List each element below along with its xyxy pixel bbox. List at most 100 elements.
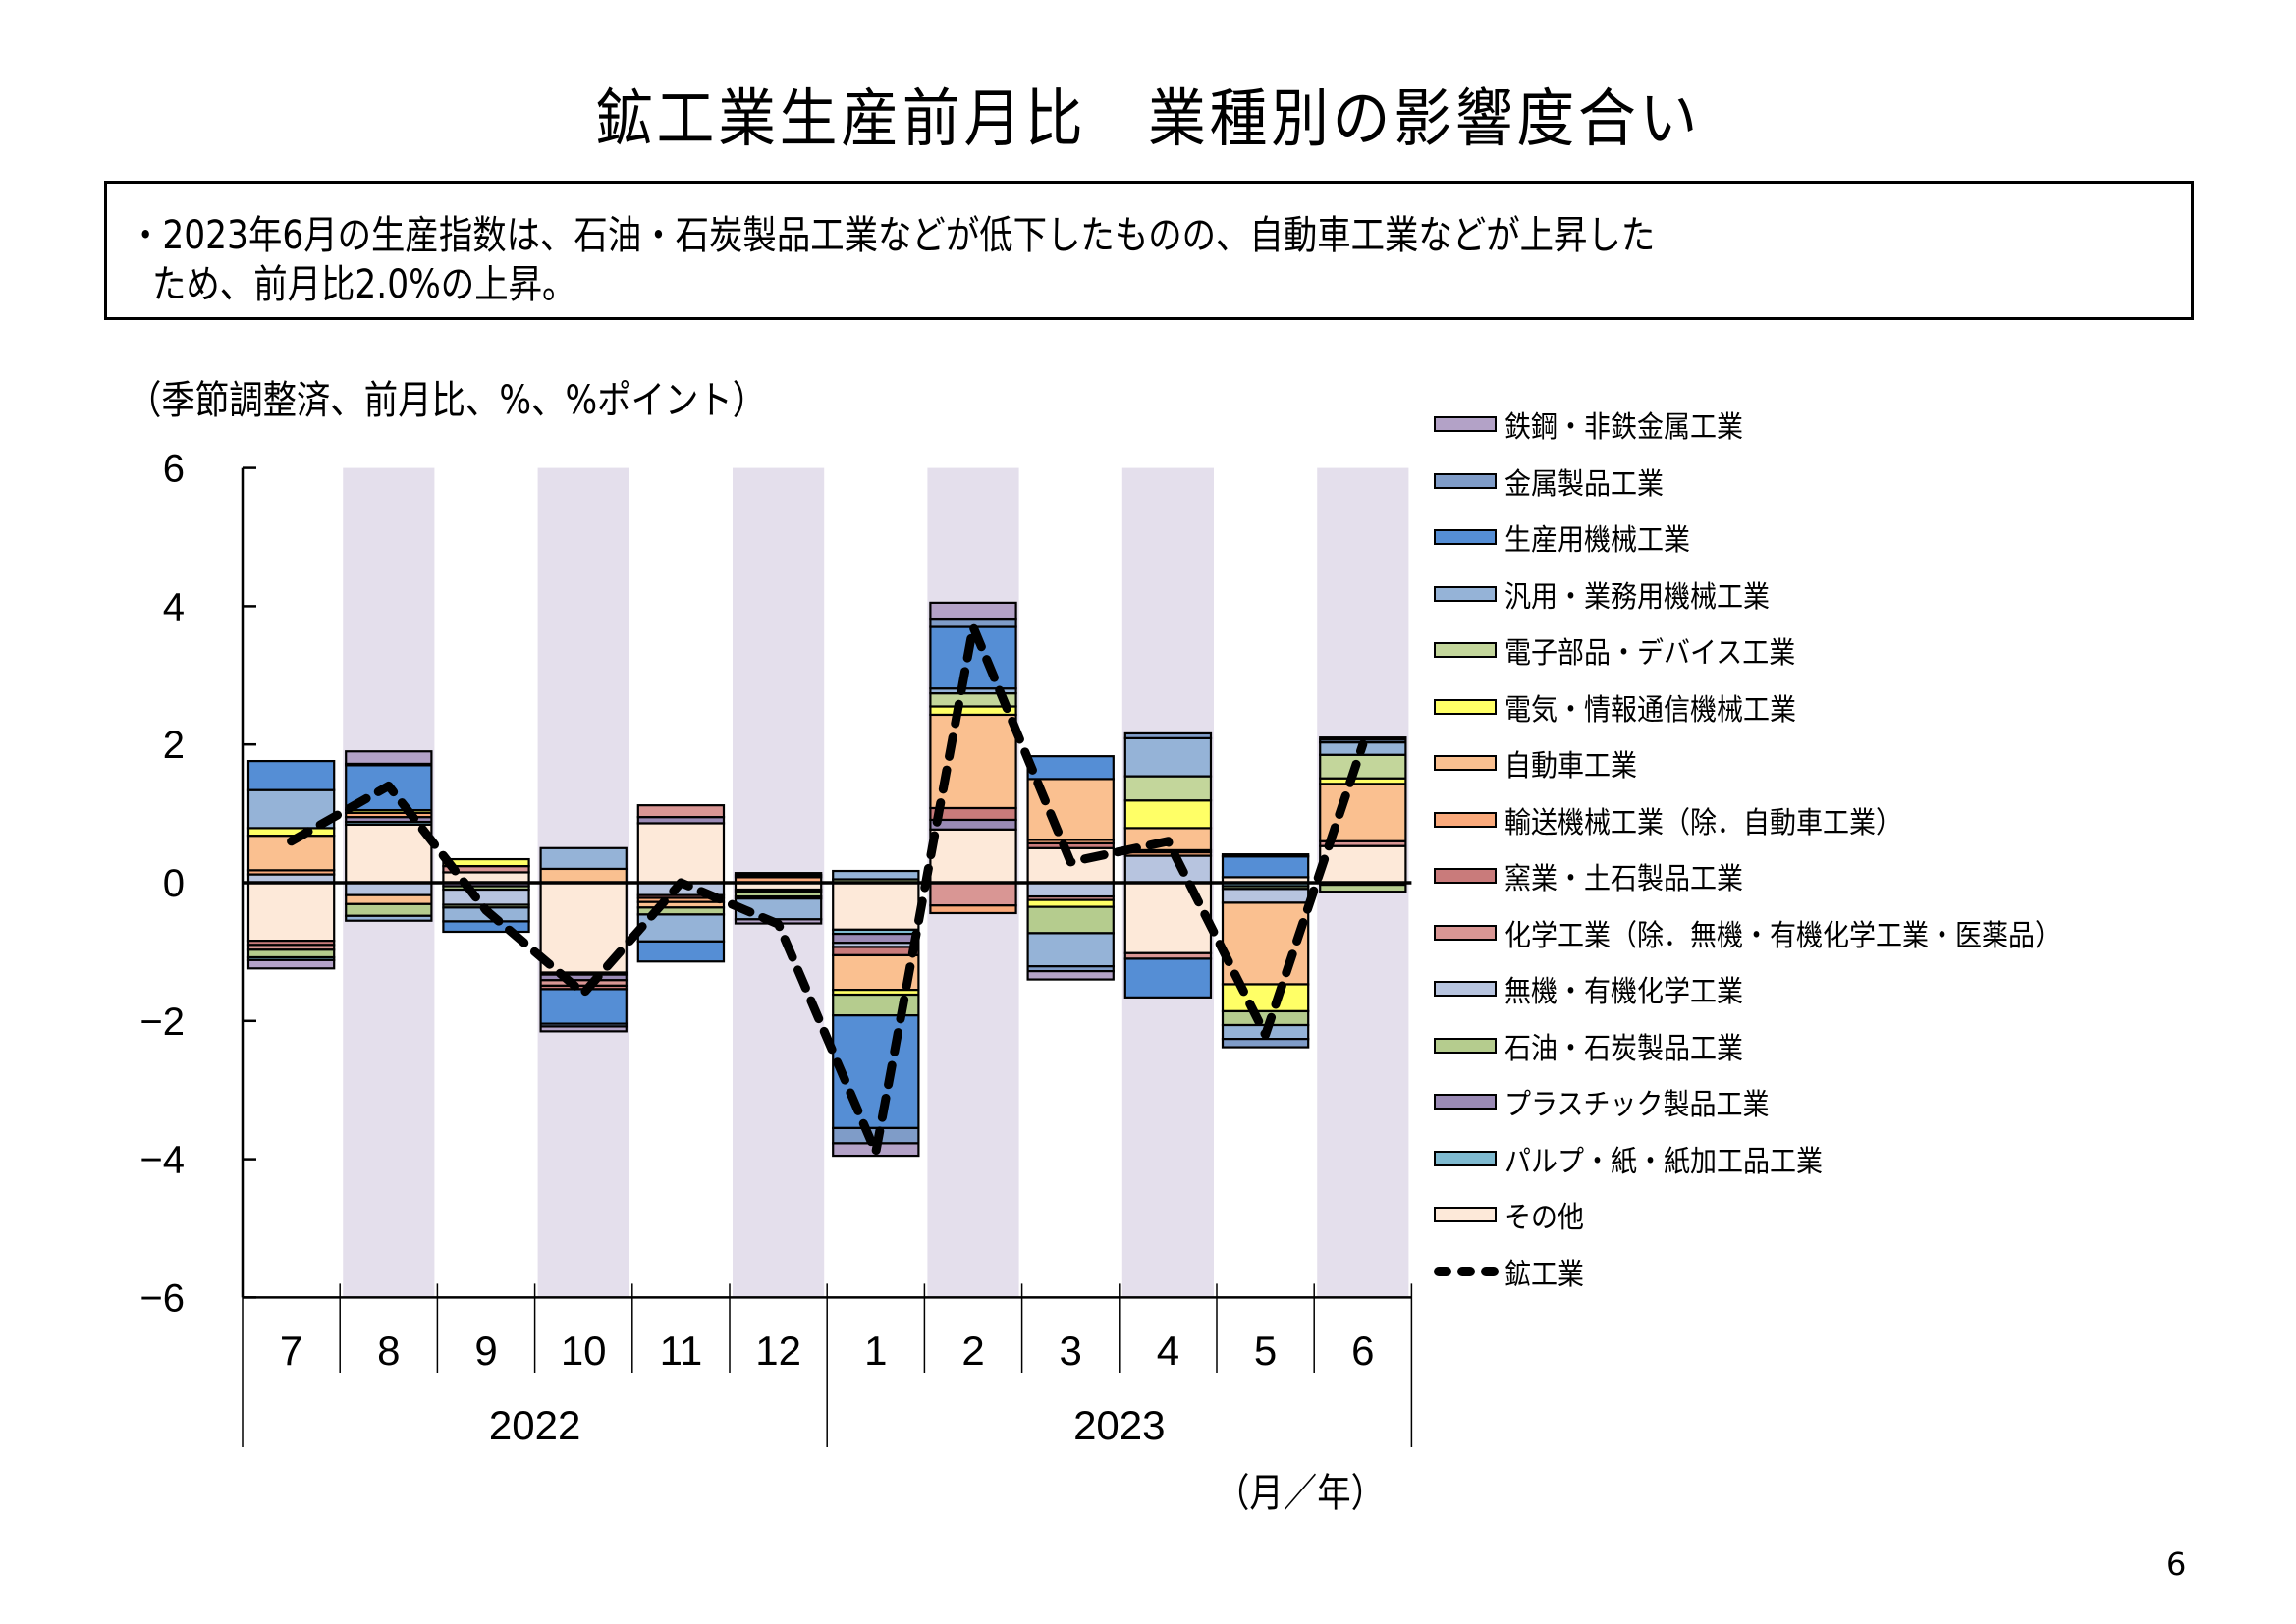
x-tick-label-month: 4	[1157, 1327, 1179, 1374]
legend-item-petroleum_coal: 石油・石炭製品工業	[1434, 1026, 1770, 1066]
bar-segment-iron_steel	[929, 601, 1017, 621]
legend-label: 自動車工業	[1504, 749, 1637, 784]
legend-item-transport_ex_auto: 輸送機械工業（除．自動車工業）	[1434, 800, 1946, 840]
bar-segment-motor_vehicles	[345, 893, 433, 905]
bar-segment-general_machinery	[539, 846, 628, 871]
legend-swatch	[1434, 1150, 1497, 1166]
bar-segment-fabricated_metal	[1221, 1038, 1310, 1049]
y-tick-label: −2	[139, 1001, 185, 1044]
x-axis-unit-label: （月／年）	[1216, 1471, 1385, 1516]
x-tick-label-month: 6	[1351, 1327, 1374, 1374]
summary-text-line-2: ため、前月比2.0%の上昇。	[152, 262, 576, 307]
bar-segment-chemicals_ex	[929, 881, 1017, 907]
legend-label: 化学工業（除．無機・有機化学工業・医薬品）	[1504, 918, 2061, 953]
y-tick-label: −4	[139, 1139, 185, 1182]
y-tick-label: 0	[163, 862, 185, 905]
axes	[241, 466, 1413, 1447]
x-tick-label-month: 1	[864, 1327, 887, 1374]
bar-stack-2023-5	[1221, 853, 1310, 1049]
legend-swatch	[1434, 868, 1497, 884]
bar-segment-motor_vehicles	[929, 713, 1017, 810]
legend-label: 窯業・土石製品工業	[1504, 862, 1743, 896]
bar-segment-plastics	[929, 818, 1017, 831]
bar-segment-inorganic_organic	[1123, 854, 1213, 885]
bar-segment-inorganic_organic	[1026, 881, 1115, 898]
legend-label: 輸送機械工業（除．自動車工業）	[1504, 805, 1902, 840]
x-tick-label-month: 5	[1254, 1327, 1277, 1374]
x-tick-label-year: 2022	[489, 1402, 580, 1448]
bar-segment-ceramics	[832, 946, 920, 957]
legend-swatch	[1434, 755, 1497, 771]
legend-item-electrical_machinery: 電気・情報通信機械工業	[1434, 687, 1829, 728]
summary-text-line-1: ・2023年6月の生産指数は、石油・石炭製品工業などが低下したものの、自動車工業…	[129, 213, 1656, 258]
bar-segment-others	[929, 828, 1017, 885]
bar-stack-2022-7	[246, 759, 336, 970]
legend-item-others: その他	[1434, 1195, 1593, 1235]
bar-segment-iron_steel	[1319, 736, 1407, 741]
legend-label: 鉄鋼・非鉄金属工業	[1504, 410, 1743, 445]
bar-stack-2023-6	[1319, 736, 1407, 893]
legend-label: 生産用機械工業	[1504, 523, 1690, 558]
bar-segment-petroleum_coal	[1319, 884, 1407, 893]
bar-segment-others	[636, 822, 726, 885]
bar-segment-production_machinery	[442, 920, 530, 934]
bar-segment-iron_steel	[539, 1025, 628, 1033]
bar-segment-petroleum_coal	[1026, 905, 1115, 935]
legend-item-iron_steel: 鉄鋼・非鉄金属工業	[1434, 405, 1770, 445]
y-tick-label: −6	[139, 1276, 185, 1320]
x-tick-label-month: 9	[474, 1327, 497, 1374]
x-tick-label-month: 11	[660, 1327, 703, 1374]
y-tick-label: 6	[163, 448, 185, 491]
legend-swatch	[1434, 585, 1497, 602]
bar-segment-general_machinery	[1026, 932, 1115, 968]
bar-segment-production_machinery	[1221, 855, 1310, 879]
page-title: 鉱工業生産前月比 業種別の影響度合い	[594, 83, 1702, 156]
legend-swatch	[1434, 1037, 1497, 1054]
bar-segment-motor_vehicles	[246, 835, 336, 872]
legend-item-chemicals_ex: 化学工業（除．無機・有機化学工業・医薬品）	[1434, 913, 2123, 953]
legend-swatch	[1434, 1094, 1497, 1110]
x-tick-label-month: 7	[280, 1327, 302, 1374]
legend-swatch	[1434, 529, 1497, 545]
bar-segment-production_machinery	[636, 940, 726, 963]
bar-segment-plastics	[832, 932, 920, 945]
legend-item-motor_vehicles: 自動車工業	[1434, 743, 1652, 784]
legend-item-electronic_parts: 電子部品・デバイス工業	[1434, 630, 1828, 671]
bar-segment-petroleum_coal	[246, 948, 336, 959]
legend-swatch	[1434, 416, 1497, 432]
legend-item-general_machinery: 汎用・業務用機械工業	[1434, 574, 1799, 615]
bar-segment-electrical_machinery	[1221, 983, 1310, 1013]
legend-item-ceramics: 窯業・土石製品工業	[1434, 856, 1770, 896]
bar-segment-production_machinery	[1123, 957, 1213, 999]
bar-segment-inorganic_organic	[442, 888, 530, 906]
bar-segment-others	[246, 881, 336, 943]
legend-swatch	[1434, 472, 1497, 489]
legend-label: その他	[1504, 1201, 1584, 1235]
legend-label: 石油・石炭製品工業	[1504, 1031, 1743, 1066]
bar-segment-others	[345, 823, 433, 885]
x-tick-label-month: 2	[961, 1327, 984, 1374]
bar-segment-petroleum_coal	[345, 902, 433, 917]
legend-swatch	[1434, 924, 1497, 941]
bar-segment-chemicals_ex	[636, 804, 726, 819]
bar-segment-transport_ex_auto	[929, 904, 1017, 915]
legend-swatch	[1434, 811, 1497, 828]
legend-item-mining_manufacturing: 鉱工業	[1434, 1252, 1593, 1292]
legend-item-production_machinery: 生産用機械工業	[1434, 517, 1711, 558]
x-tick-label-month: 12	[755, 1327, 801, 1374]
x-tick-label-month: 8	[377, 1327, 400, 1374]
bar-segment-electronic_parts	[1123, 775, 1213, 802]
summary-box: ・2023年6月の生産指数は、石油・石炭製品工業などが低下したものの、自動車工業…	[104, 181, 2194, 320]
legend-label: 電気・情報通信機械工業	[1504, 692, 1796, 728]
bar-stack-2022-8	[345, 750, 433, 922]
y-axis-unit-label: （季節調整済、前月比、%、%ポイント）	[128, 378, 767, 423]
legend-item-inorganic_organic: 無機・有機化学工業	[1434, 969, 1770, 1009]
bar-segment-electrical_machinery	[1123, 799, 1213, 830]
legend-dashed-line-icon	[1434, 1266, 1499, 1277]
bar-segment-iron_steel	[1026, 970, 1115, 981]
bar-segment-production_machinery	[246, 759, 336, 791]
bar-segment-others	[832, 881, 920, 931]
bar-segment-motor_vehicles	[539, 867, 628, 885]
legend-swatch	[1434, 642, 1497, 658]
bar-segment-general_machinery	[734, 872, 823, 877]
